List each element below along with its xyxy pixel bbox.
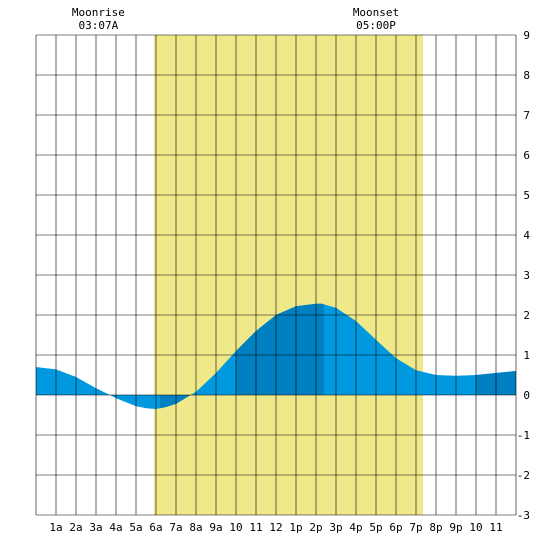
x-tick-label: 10 [229, 521, 242, 534]
moon-event-label: Moonset [353, 6, 399, 19]
x-tick-label: 9a [209, 521, 222, 534]
y-tick-label: 0 [523, 389, 530, 402]
x-tick-label: 1a [49, 521, 62, 534]
x-tick-label: 5p [369, 521, 382, 534]
y-tick-label: 2 [523, 309, 530, 322]
y-tick-label: -3 [517, 509, 530, 522]
y-tick-label: 6 [523, 149, 530, 162]
grid-layer [35, 34, 517, 516]
y-tick-labels: 9 8 7 6 5 4 3 2 1 0 -1 -2 -3 [517, 29, 531, 522]
x-tick-label: 2p [309, 521, 322, 534]
x-tick-label: 3p [329, 521, 342, 534]
y-tick-label: 4 [523, 229, 530, 242]
x-tick-label: 12 [269, 521, 282, 534]
x-tick-label: 5a [129, 521, 142, 534]
x-tick-label: 11 [249, 521, 262, 534]
y-tick-label: 9 [523, 29, 530, 42]
x-tick-label: 10 [469, 521, 482, 534]
x-tick-label: 11 [489, 521, 502, 534]
moon-event-time: 05:00P [356, 19, 396, 32]
tide-highlight-segment [236, 303, 324, 395]
y-tick-label: 1 [523, 349, 530, 362]
x-tick-label: 8p [429, 521, 442, 534]
y-tick-label: 5 [523, 189, 530, 202]
y-tick-label: 3 [523, 269, 530, 282]
y-tick-label: 7 [523, 109, 530, 122]
x-tick-label: 2a [69, 521, 82, 534]
x-tick-label: 3a [89, 521, 102, 534]
x-tick-label: 6p [389, 521, 402, 534]
x-tick-label: 4p [349, 521, 362, 534]
moon-event-time: 03:07A [79, 19, 119, 32]
x-tick-label: 7a [169, 521, 182, 534]
y-tick-label: -1 [517, 429, 530, 442]
x-tick-label: 6a [149, 521, 162, 534]
x-tick-label: 1p [289, 521, 302, 534]
x-tick-label: 4a [109, 521, 122, 534]
y-tick-label: 8 [523, 69, 530, 82]
x-tick-labels: 1a 2a 3a 4a 5a 6a 7a 8a 9a 10 11 12 1p 2p 3p 4p 5p 6p 7p 8p… [49, 521, 502, 534]
x-tick-label: 9p [449, 521, 462, 534]
x-tick-label: 8a [189, 521, 202, 534]
moon-event-label: Moonrise [72, 6, 125, 19]
y-tick-label: -2 [517, 469, 530, 482]
x-tick-label: 7p [409, 521, 422, 534]
